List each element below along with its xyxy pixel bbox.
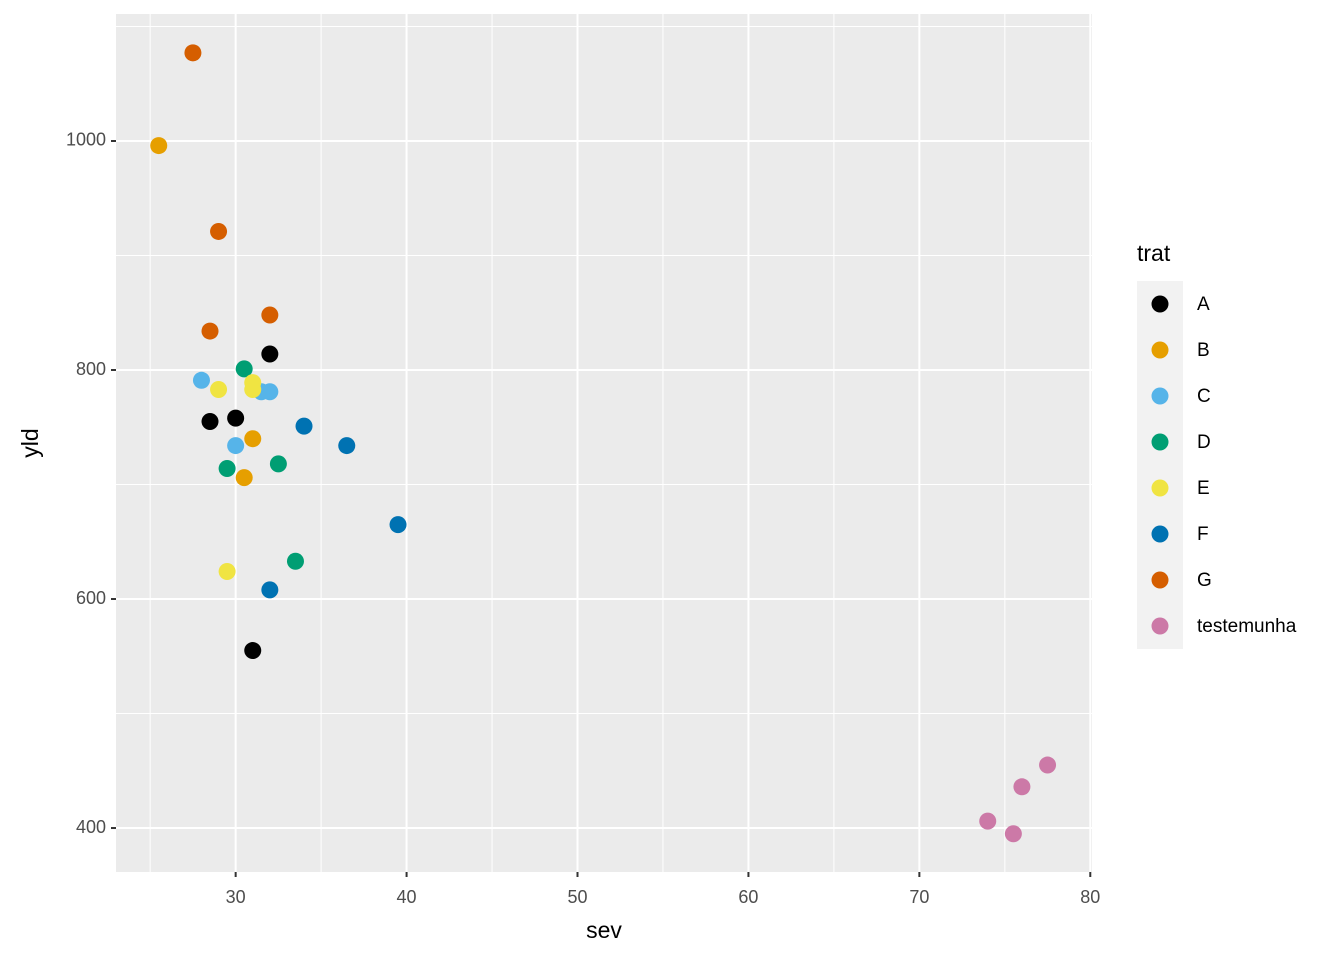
y-tick-label: 800 <box>76 359 106 379</box>
point <box>338 437 356 455</box>
point <box>201 322 219 340</box>
point <box>1013 778 1031 796</box>
point <box>218 459 236 477</box>
legend-key <box>1151 387 1169 405</box>
point <box>227 409 245 427</box>
point <box>295 417 313 435</box>
point <box>244 430 262 448</box>
legend-label: E <box>1197 478 1210 499</box>
point <box>261 306 279 324</box>
point <box>261 345 279 363</box>
legend-label: C <box>1197 386 1211 407</box>
point <box>150 137 168 155</box>
x-tick-label: 30 <box>226 887 246 907</box>
legend-label: D <box>1197 432 1211 453</box>
legend-key <box>1151 525 1169 543</box>
point <box>210 222 228 240</box>
point <box>1004 825 1022 843</box>
point <box>269 455 287 473</box>
point <box>210 380 228 398</box>
point <box>192 371 210 389</box>
legend-key <box>1151 433 1169 451</box>
legend-label: B <box>1197 340 1210 361</box>
x-tick-label: 70 <box>909 887 929 907</box>
panel <box>116 14 1092 872</box>
legend-key <box>1151 341 1169 359</box>
point <box>979 812 997 830</box>
point <box>389 516 407 534</box>
x-axis-title: sev <box>586 917 622 943</box>
point <box>227 437 245 455</box>
legend-label: G <box>1197 570 1212 591</box>
legend-label: testemunha <box>1197 616 1297 637</box>
grid <box>116 14 1092 872</box>
point <box>244 380 262 398</box>
legend-key <box>1151 295 1169 313</box>
legend-key <box>1151 571 1169 589</box>
legend-label: A <box>1197 294 1210 315</box>
marks <box>150 44 1057 843</box>
point <box>218 563 236 581</box>
legend-label: F <box>1197 524 1209 545</box>
point <box>261 581 279 599</box>
legend-key <box>1151 479 1169 497</box>
point <box>1039 756 1057 774</box>
point <box>201 413 219 431</box>
legend-title: trat <box>1137 240 1171 266</box>
x-tick-label: 60 <box>738 887 758 907</box>
point <box>235 469 253 487</box>
y-tick-label: 400 <box>76 817 106 837</box>
legend-keys <box>1137 281 1183 649</box>
legend-key <box>1151 617 1169 635</box>
x-tick-label: 50 <box>567 887 587 907</box>
point <box>235 360 253 378</box>
point <box>286 552 304 570</box>
y-axis-title: yld <box>17 428 43 457</box>
y-tick-label: 600 <box>76 588 106 608</box>
x-tick-label: 80 <box>1080 887 1100 907</box>
x-tick-label: 40 <box>397 887 417 907</box>
point <box>244 642 262 660</box>
y-tick-label: 1000 <box>66 130 106 150</box>
point <box>184 44 202 62</box>
